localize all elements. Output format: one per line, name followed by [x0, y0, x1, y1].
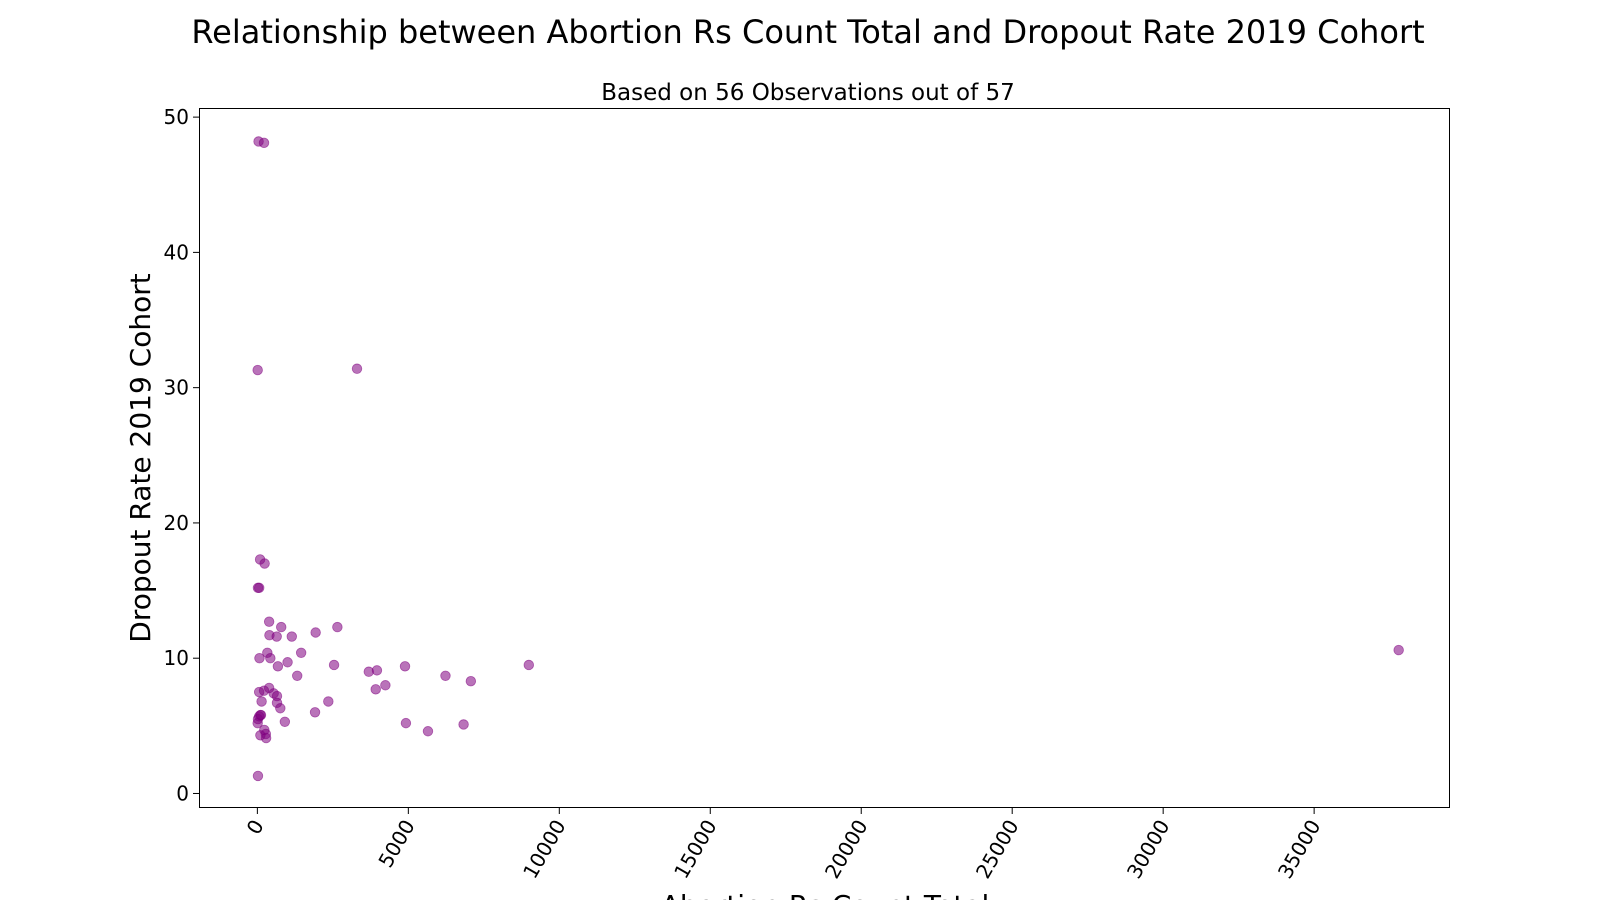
chart-subtitle: Based on 56 Observations out of 57: [601, 80, 1015, 106]
data-point: [523, 659, 535, 671]
data-point: [252, 364, 263, 376]
data-point: [260, 732, 272, 744]
y-tick-label: 40: [164, 240, 189, 264]
y-tick-label: 30: [164, 376, 189, 400]
data-point: [332, 621, 343, 633]
x-axis-label: Abortion Rs Count Total: [661, 889, 990, 900]
data-point: [256, 696, 267, 707]
x-tick-label: 25000: [971, 816, 1024, 883]
data-point: [370, 684, 381, 695]
x-tick-label: 0: [242, 816, 269, 839]
data-point: [263, 616, 275, 627]
data-point: [309, 707, 321, 718]
data-point: [400, 717, 412, 729]
plot-area: [199, 108, 1450, 808]
data-point: [351, 363, 363, 374]
data-point: [271, 631, 282, 642]
y-tick-label: 20: [164, 511, 189, 535]
chart-title: Relationship between Abortion Rs Count T…: [191, 13, 1424, 51]
data-point: [458, 719, 469, 730]
data-point: [276, 621, 287, 633]
data-point: [253, 582, 265, 594]
data-point: [422, 726, 434, 737]
data-point: [282, 657, 293, 668]
data-point: [279, 716, 291, 727]
data-point: [259, 558, 270, 569]
data-point: [465, 675, 477, 687]
data-points: [252, 136, 1404, 782]
y-tick-label: 10: [164, 646, 189, 670]
data-point: [399, 661, 411, 672]
x-tick-label: 20000: [820, 816, 873, 883]
x-tick-label: 15000: [669, 816, 722, 883]
data-point: [292, 670, 303, 681]
data-point: [254, 653, 265, 664]
x-tick-label: 5000: [373, 816, 419, 872]
data-point: [328, 659, 340, 671]
data-point: [253, 686, 265, 698]
data-point: [265, 653, 276, 664]
data-point: [295, 647, 307, 658]
data-point: [286, 631, 297, 642]
x-axis: 0 5000 10000 15000 20000 25000 30000 35000: [242, 807, 1326, 883]
x-tick-label: 35000: [1273, 816, 1326, 883]
y-tick-label: 50: [164, 105, 189, 129]
y-axis-label: Dropout Rate 2019 Cohort: [124, 273, 157, 642]
data-point: [380, 680, 391, 691]
data-point: [252, 770, 264, 782]
data-point: [1393, 644, 1404, 656]
data-point: [275, 703, 286, 714]
data-point: [258, 137, 270, 149]
data-point: [272, 661, 284, 672]
data-point: [255, 709, 267, 721]
data-point: [310, 627, 321, 638]
y-axis: 0 10 20 30 40 50: [164, 105, 200, 805]
data-point: [371, 665, 383, 676]
data-point: [323, 696, 334, 707]
x-tick-label: 10000: [518, 816, 571, 883]
data-point: [440, 670, 451, 681]
x-tick-label: 30000: [1122, 816, 1175, 883]
y-tick-label: 0: [176, 781, 189, 805]
